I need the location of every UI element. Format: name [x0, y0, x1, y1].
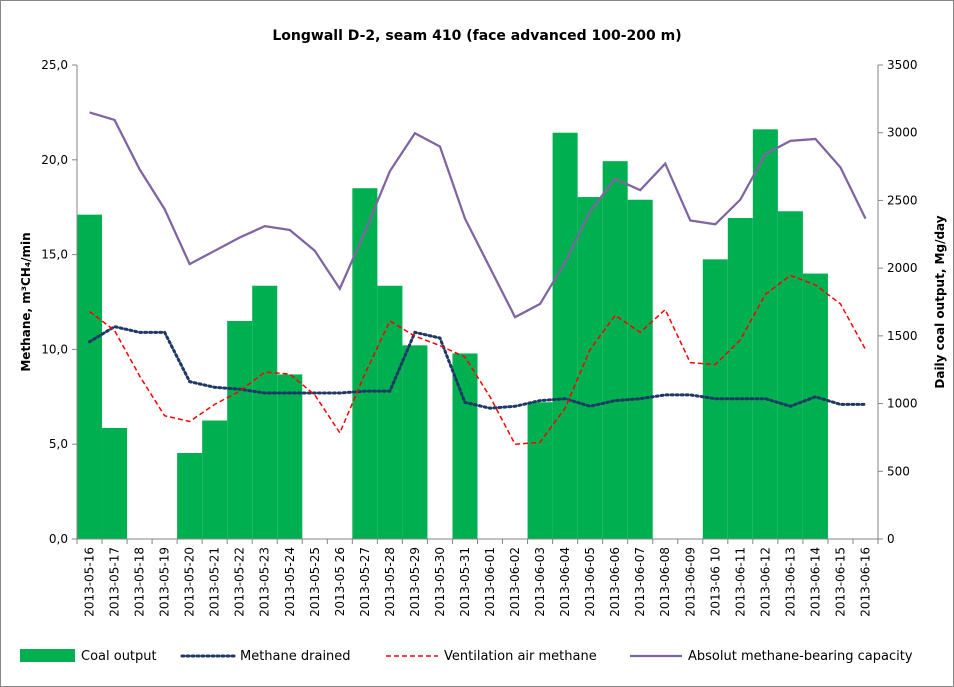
- coal-output-bar: [377, 285, 403, 539]
- left-tick-label: 15,0: [41, 248, 68, 262]
- x-tick-label: 2013-05-30: [433, 547, 447, 617]
- x-tick-label: 2013-06-09: [683, 547, 697, 617]
- x-tick-label: 2013-06-16: [858, 547, 872, 617]
- right-tick-label: 2000: [887, 261, 918, 275]
- x-tick-label: 2013-06-08: [658, 547, 672, 617]
- x-tick-label: 2013-06-02: [508, 547, 522, 617]
- chart-title: Longwall D-2, seam 410 (face advanced 10…: [272, 28, 681, 44]
- left-tick-label: 25,0: [41, 58, 68, 72]
- x-tick-label: 2013-05-19: [158, 547, 172, 617]
- coal-output-bar: [727, 218, 753, 539]
- coal-output-bar: [202, 420, 228, 539]
- x-tick-label: 2013-06-03: [533, 547, 547, 617]
- coal-output-bar: [802, 273, 828, 539]
- right-tick-label: 1000: [887, 397, 918, 411]
- coal-output-bar: [577, 197, 603, 540]
- left-axis-title: Methane, m³CH₄/min: [19, 232, 33, 371]
- coal-output-bar: [177, 453, 203, 539]
- x-tick-label: 2013-06-04: [558, 547, 572, 617]
- methane-drained-line: [88, 325, 867, 410]
- coal-output-bar: [527, 402, 553, 539]
- x-tick-label: 2013-06 10: [708, 547, 722, 616]
- x-tick-label: 2013-06-01: [483, 547, 497, 617]
- x-tick-label: 2013-05-23: [258, 547, 272, 617]
- coal-output-bar: [602, 161, 628, 539]
- coal-output-bar: [277, 374, 303, 539]
- absolut-methane-bearing-capacity-line: [89, 111, 867, 319]
- right-tick-label: 2500: [887, 193, 918, 207]
- coal-output-bar: [102, 427, 128, 539]
- x-tick-label: 2013-06-12: [758, 547, 772, 617]
- coal-output-bars: [77, 129, 828, 540]
- coal-output-bar: [552, 132, 578, 539]
- x-tick-label: 2013-06-06: [608, 547, 622, 617]
- coal-output-bar: [252, 285, 278, 539]
- legend-label-coal-output: Coal output: [81, 649, 157, 664]
- coal-output-bar: [352, 188, 378, 540]
- right-axis-title: Daily coal output, Mg/day: [933, 215, 947, 388]
- right-tick-label: 3500: [887, 58, 918, 72]
- x-tick-label: 2013-05-18: [133, 547, 147, 617]
- left-tick-label: 10,0: [41, 342, 68, 356]
- coal-output-bar: [227, 320, 253, 539]
- coal-output-bar: [627, 199, 653, 539]
- x-tick-label: 2013-06-15: [833, 547, 847, 617]
- right-tick-label: 1500: [887, 329, 918, 343]
- x-tick-label: 2013-05-22: [233, 547, 247, 617]
- legend-label-ventilation-air-methane: Ventilation air methane: [444, 649, 597, 664]
- x-tick-label: 2013-06-11: [733, 547, 747, 617]
- x-tick-label: 2013-05 26: [333, 547, 347, 616]
- coal-output-bar: [752, 129, 778, 540]
- right-tick-label: 0: [887, 532, 895, 546]
- x-tick-label: 2013-05-25: [308, 547, 322, 617]
- legend: Coal output Methane drained Ventilation ai…: [20, 649, 913, 664]
- x-tick-label: 2013-06-05: [583, 547, 597, 617]
- x-tick-label: 2013-05-20: [183, 547, 197, 617]
- x-tick-label: 2013-05-28: [383, 547, 397, 617]
- x-tick-label: 2013-05-29: [408, 547, 422, 617]
- x-tick-label: 2013-05-27: [358, 547, 372, 617]
- right-tick-label: 3000: [887, 126, 918, 140]
- x-tick-label: 2013-05-24: [283, 547, 297, 617]
- axes: 0,0 5,0 10,0 15,0 20,0 25,0 0 500 1000 1500 2000 25…: [41, 58, 917, 617]
- x-tick-label: 2013-06-14: [808, 547, 822, 617]
- x-tick-label: 2013-05-17: [108, 547, 122, 617]
- ventilation-air-methane-line: [89, 274, 867, 445]
- coal-output-bar: [777, 211, 803, 539]
- legend-label-methane-drained: Methane drained: [240, 649, 351, 664]
- legend-swatch-coal-output: [20, 649, 75, 662]
- legend-label-absolut-methane-bearing-capacity: Absolut methane-bearing capacity: [688, 649, 913, 664]
- right-tick-label: 500: [887, 464, 910, 478]
- x-tick-label: 2013-05-31: [458, 547, 472, 617]
- left-tick-label: 0,0: [49, 532, 68, 546]
- coal-output-bar: [77, 214, 103, 540]
- series-lines: [88, 111, 867, 445]
- x-tick-label: 2013-05-16: [83, 547, 97, 617]
- coal-output-bar: [402, 345, 428, 539]
- x-tick-label: 2013-06-13: [783, 547, 797, 617]
- left-tick-label: 20,0: [41, 153, 68, 167]
- left-tick-label: 5,0: [49, 437, 68, 451]
- x-tick-label: 2013-06-07: [633, 547, 647, 617]
- x-tick-label: 2013-05-21: [208, 547, 222, 617]
